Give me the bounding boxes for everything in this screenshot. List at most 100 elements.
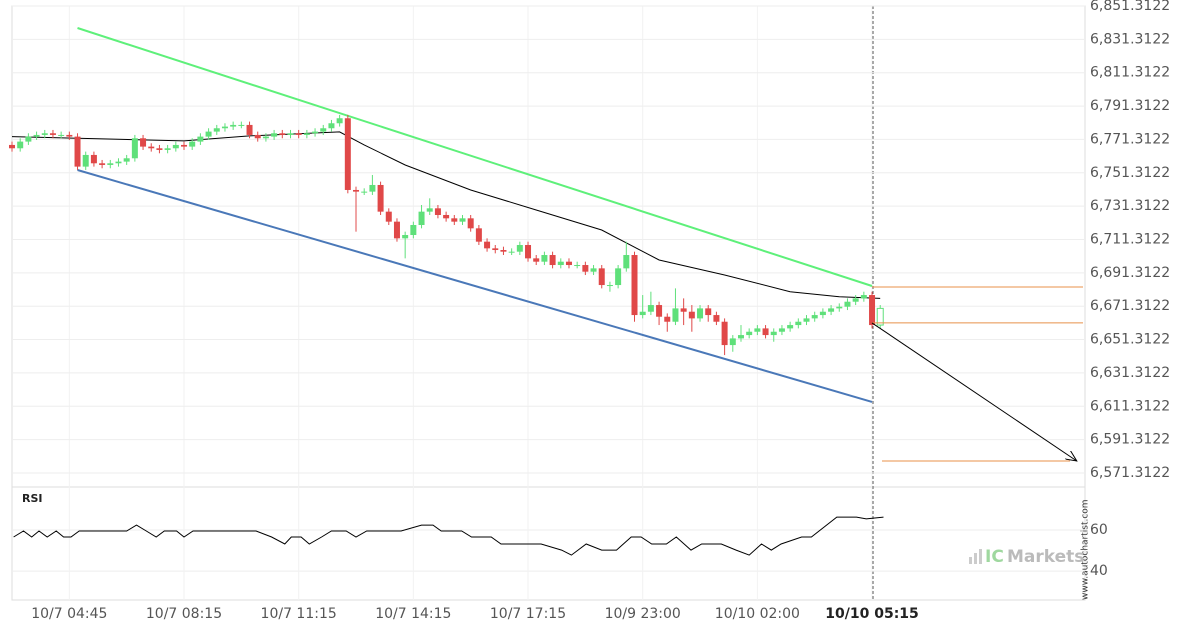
y-tick-label: 6,851.3122 [1090, 0, 1170, 14]
x-tick-label: 10/7 17:15 [490, 606, 566, 622]
candle-body [869, 295, 876, 326]
candle-body [148, 146, 155, 149]
candle-body [328, 123, 335, 129]
x-tick-label: 10/10 02:00 [715, 606, 800, 622]
candle-body [484, 241, 491, 249]
candle-body [418, 211, 425, 225]
candle-body [107, 163, 114, 165]
logo-brand: IC [985, 547, 1004, 567]
candle-body [705, 308, 712, 316]
candle-body [369, 184, 376, 192]
candle-body [516, 245, 523, 252]
candle-body [803, 318, 810, 322]
y-tick-label: 6,811.3122 [1090, 65, 1170, 81]
candle-body [262, 136, 269, 139]
candle-body [197, 136, 204, 142]
y-tick-label: 6,671.3122 [1090, 298, 1170, 314]
y-tick-label: 6,691.3122 [1090, 265, 1170, 281]
candle-body [320, 128, 327, 132]
candle-body [156, 148, 163, 150]
candle-body [82, 154, 89, 167]
y-tick-label: 6,751.3122 [1090, 165, 1170, 181]
candle-body [181, 144, 188, 147]
candle-body [49, 133, 56, 135]
candle-body [25, 136, 32, 142]
candle-body [459, 218, 466, 222]
rsi-line [13, 516, 884, 556]
candle-body [66, 134, 73, 137]
candle-body [615, 268, 622, 286]
candle-body [508, 251, 515, 253]
candle-body [287, 133, 294, 135]
candle-body [492, 248, 499, 251]
candle-body [17, 141, 24, 149]
candle-body [582, 265, 589, 272]
candle-body [729, 338, 736, 346]
candle-body [697, 308, 704, 319]
candle-body [639, 311, 646, 316]
candle-body [500, 250, 507, 252]
candle-body [221, 126, 228, 129]
candle-body [230, 124, 237, 127]
candle-body [688, 311, 695, 319]
candle-body [664, 316, 671, 322]
y-tick-label: 6,731.3122 [1090, 198, 1170, 214]
candle-body [672, 308, 679, 322]
candle-body [426, 208, 433, 212]
candle-body [434, 208, 441, 215]
y-tick-label: 6,831.3122 [1090, 31, 1170, 47]
candle-body [811, 315, 818, 319]
candle-body [606, 285, 613, 287]
candle-body [590, 268, 597, 272]
candle-body [99, 163, 106, 165]
candle-body [623, 255, 630, 269]
candle-body [451, 218, 458, 222]
candle-body [254, 134, 261, 139]
indicator-line [11, 131, 881, 299]
y-tick-label: 6,791.3122 [1090, 98, 1170, 114]
candle-body [295, 133, 302, 135]
x-tick-label: 10/7 11:15 [261, 606, 337, 622]
indicator-line [77, 169, 873, 403]
candle-body [475, 228, 482, 242]
candle-body [33, 134, 40, 137]
candle-body [795, 321, 802, 326]
candle-body [647, 305, 654, 312]
candle-body [541, 255, 548, 262]
candle-body [787, 325, 794, 329]
logo-bar [969, 557, 972, 564]
candle-body [303, 133, 310, 135]
x-tick-label: 10/9 23:00 [605, 606, 681, 622]
candle-body [271, 133, 278, 137]
y-tick-label: 6,651.3122 [1090, 332, 1170, 348]
candle-body [557, 261, 564, 266]
candle-body [279, 133, 286, 135]
candle-body [410, 224, 417, 236]
candle-body [246, 124, 253, 135]
candle-body [836, 306, 843, 309]
candle-body [746, 331, 753, 336]
logo-bar [974, 553, 977, 564]
candle-body [344, 118, 351, 190]
candle-body [680, 308, 687, 312]
rsi-title: RSI [22, 492, 43, 505]
candle-body [172, 144, 179, 149]
candle-body [312, 131, 319, 134]
watermark: www.autochartist.com [1081, 499, 1091, 600]
candle-body [467, 218, 474, 229]
candle-body [164, 148, 171, 150]
candle-body [565, 261, 572, 266]
candle-body [41, 133, 48, 135]
candle-body [238, 124, 245, 126]
projection-arrow [871, 322, 1077, 461]
y-tick-label: 6,591.3122 [1090, 432, 1170, 448]
candle-body [852, 298, 859, 302]
candle-body [189, 141, 196, 147]
candle-body [205, 131, 212, 137]
candle-body [336, 118, 343, 124]
x-tick-label: 10/10 05:15 [825, 606, 919, 622]
candle-body [574, 265, 581, 267]
candle-body [402, 235, 409, 239]
y-tick-label: 6,771.3122 [1090, 131, 1170, 147]
